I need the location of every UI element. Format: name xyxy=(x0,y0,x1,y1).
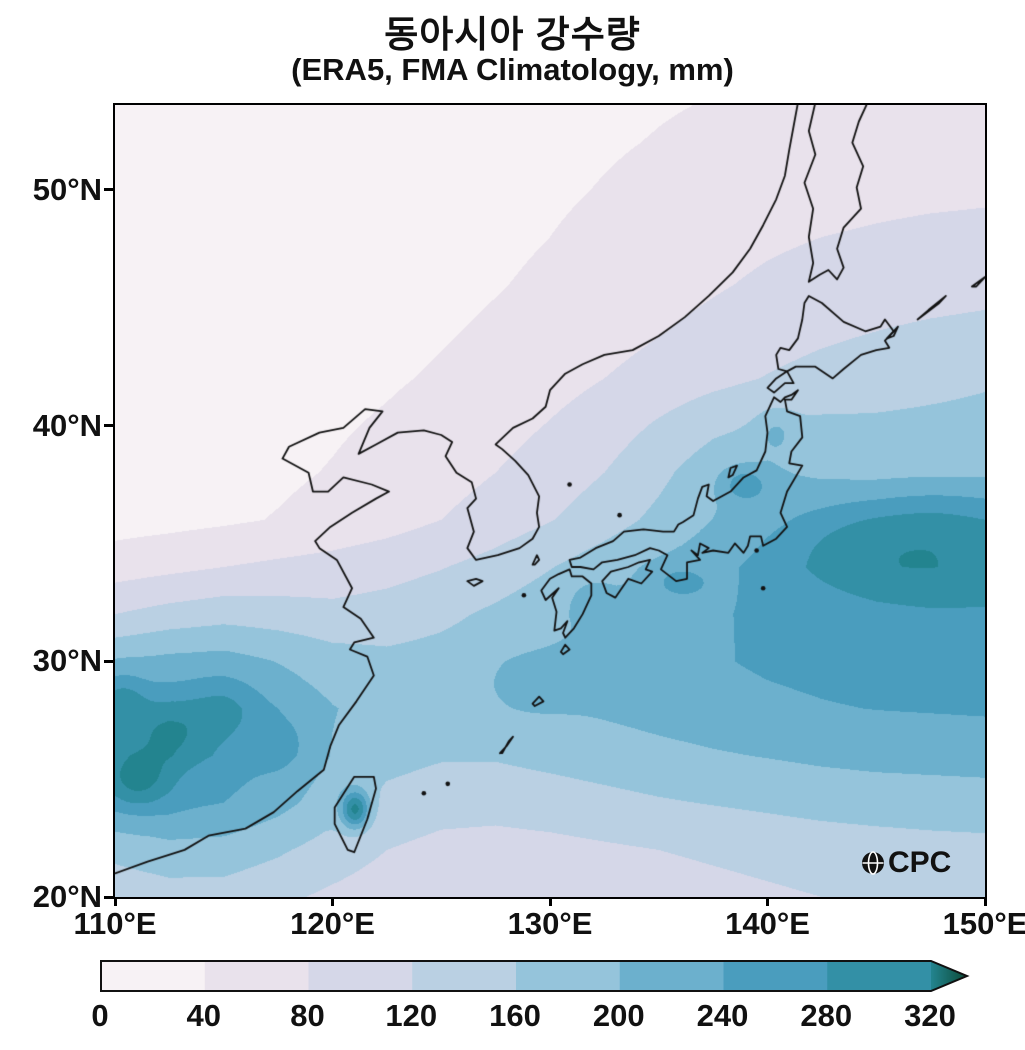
colorbar-segment xyxy=(412,961,517,991)
colorbar-tick-label: 120 xyxy=(385,998,438,1033)
colorbar-tick-label: 280 xyxy=(800,998,853,1033)
y-tick-label: 30°N xyxy=(32,643,102,679)
colorbar-tick-label: 160 xyxy=(489,998,541,1033)
colorbar-tick-label: 0 xyxy=(91,998,109,1033)
tick-mark xyxy=(983,897,987,906)
y-tick-label: 40°N xyxy=(32,407,102,443)
colorbar xyxy=(100,960,980,994)
tick-mark xyxy=(331,897,334,906)
tick-mark xyxy=(766,897,769,906)
tick-mark xyxy=(104,659,113,663)
y-tick-label: 20°N xyxy=(32,879,102,914)
x-tick-label: 130°E xyxy=(507,906,593,941)
colorbar-extend-arrow xyxy=(931,961,967,991)
colorbar-tick-label: 40 xyxy=(186,998,221,1033)
colorbar-segment xyxy=(101,961,206,991)
colorbar-segment xyxy=(516,961,621,991)
y-tick-label: 50°N xyxy=(32,171,102,207)
x-tick-label: 140°E xyxy=(725,906,810,941)
colorbar-tick-label: 200 xyxy=(592,998,645,1033)
x-tick-label: 150°E xyxy=(942,906,1025,941)
globe-icon xyxy=(862,851,884,875)
colorbar-segment xyxy=(204,961,310,991)
colorbar-tick-label: 240 xyxy=(696,998,749,1033)
colorbar-segment xyxy=(827,961,932,991)
figure-subtitle: (ERA5, FMA Climatology, mm) xyxy=(291,52,734,87)
precipitation-map-canvas xyxy=(115,105,985,897)
colorbar-tick-label: 80 xyxy=(290,998,325,1033)
tick-mark xyxy=(113,897,117,906)
x-tick-label: 120°E xyxy=(290,906,375,941)
cpc-logo: CPC xyxy=(860,846,951,880)
colorbar-tick-label: 320 xyxy=(904,998,956,1033)
colorbar-segment xyxy=(619,961,725,991)
colorbar-gradient xyxy=(100,960,970,992)
tick-mark xyxy=(104,895,113,899)
tick-mark xyxy=(548,897,552,906)
tick-mark xyxy=(104,188,113,192)
map-plot-area xyxy=(113,103,987,899)
cpc-logo-text: CPC xyxy=(888,846,952,879)
x-tick-label: 110°E xyxy=(73,906,157,941)
tick-mark xyxy=(104,424,113,428)
colorbar-segment xyxy=(308,961,413,991)
colorbar-segment xyxy=(723,961,828,991)
figure-title: 동아시아 강수량 xyxy=(384,14,641,55)
